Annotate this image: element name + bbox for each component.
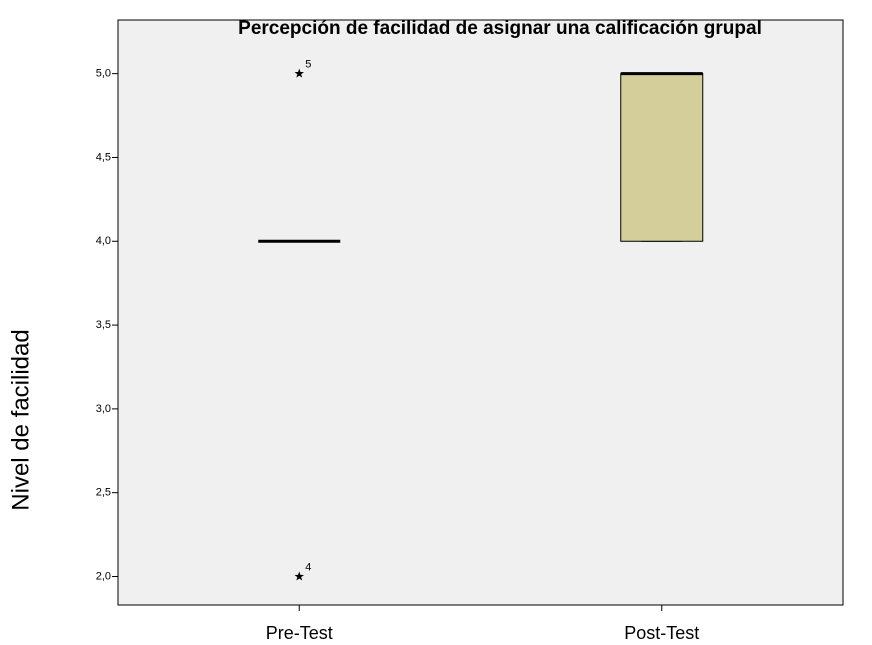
y-tick-label: 4,5 bbox=[96, 151, 111, 163]
y-tick-label: 2,0 bbox=[96, 570, 111, 582]
plot-area bbox=[117, 19, 844, 606]
chart-title: Percepción de facilidad de asignar una c… bbox=[238, 18, 762, 39]
outlier-label: 5 bbox=[305, 59, 311, 71]
y-tick-label: 2,5 bbox=[96, 487, 111, 499]
x-tick-label: Pre-Test bbox=[266, 623, 333, 643]
y-tick-label: 3,0 bbox=[96, 403, 111, 415]
y-tick-label: 3,5 bbox=[96, 319, 111, 331]
box bbox=[620, 73, 704, 242]
outlier bbox=[294, 571, 305, 581]
outlier bbox=[294, 68, 305, 78]
y-axis-label: Nivel de facilidad bbox=[7, 329, 34, 510]
x-tick-label: Post-Test bbox=[624, 623, 699, 643]
outlier-label: 4 bbox=[305, 561, 311, 573]
y-tick-label: 4,0 bbox=[96, 235, 111, 247]
y-tick-label: 5,0 bbox=[96, 68, 111, 80]
